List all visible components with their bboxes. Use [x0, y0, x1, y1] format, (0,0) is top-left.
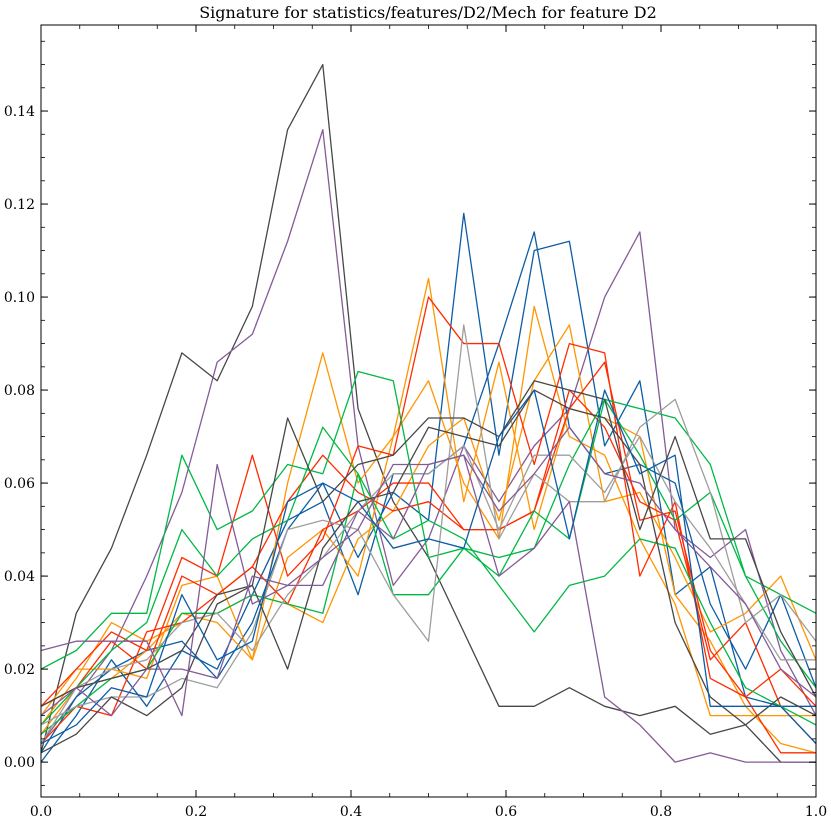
y-tick-label: 0.10	[4, 290, 35, 306]
x-tick-label: 1.0	[805, 804, 827, 820]
series-line-12	[40, 398, 817, 726]
y-tick-label: 0.02	[4, 662, 35, 678]
series-line-13	[40, 473, 817, 735]
x-tick-label: 0.4	[340, 804, 362, 820]
y-tick-label: 0.00	[4, 755, 35, 771]
axis-layer: 0.0 0.2 0.4 0.6 0.8 1.0 0.00 0.02 0.04 0.06 0.08 0.…	[4, 24, 827, 820]
series-line-16	[40, 380, 817, 754]
x-tick-label: 0.2	[185, 804, 207, 820]
y-tick-label: 0.14	[4, 104, 35, 120]
series-line-11	[40, 370, 817, 670]
series-line-6	[40, 305, 816, 717]
series-layer	[40, 63, 817, 763]
series-line-15	[40, 435, 816, 744]
series-line-20	[40, 389, 817, 745]
series-line-17	[40, 389, 817, 726]
chart-title: Signature for statistics/features/D2/Mec…	[199, 3, 657, 22]
series-line-14	[40, 324, 817, 726]
y-tick-label: 0.12	[4, 197, 35, 213]
x-tick-label: 0.8	[650, 804, 672, 820]
y-tick-label: 0.08	[4, 383, 35, 399]
y-tick-label: 0.04	[4, 569, 35, 585]
x-tick-label: 0.0	[30, 804, 52, 820]
series-line-10	[40, 389, 817, 744]
y-tick-label: 0.06	[4, 476, 35, 492]
x-tick-label: 0.6	[495, 804, 517, 820]
series-line-8	[40, 296, 816, 754]
series-line-9	[40, 361, 817, 744]
